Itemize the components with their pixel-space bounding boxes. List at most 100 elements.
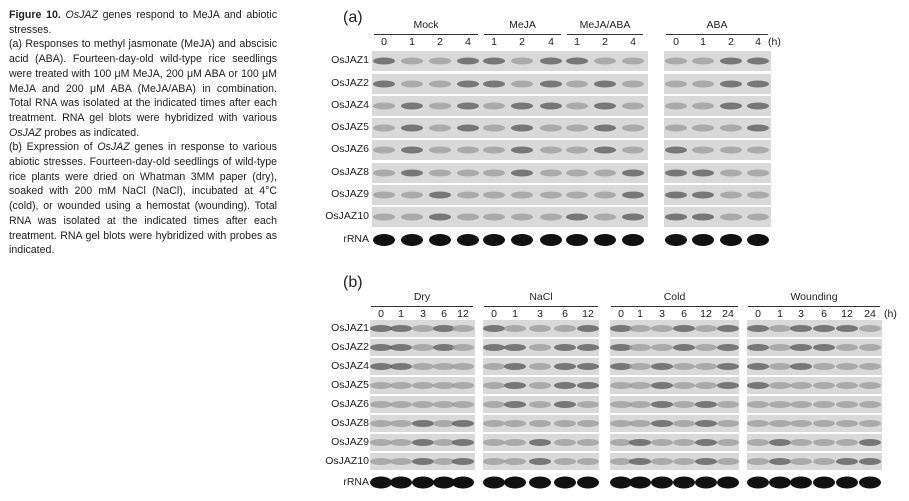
blot-background	[664, 74, 771, 94]
blot-strip	[372, 74, 648, 94]
blot-band	[412, 401, 434, 408]
blot-band	[695, 401, 717, 408]
row-label-osjaz8: OsJAZ8	[331, 416, 369, 429]
blot-band	[673, 476, 695, 489]
blot-band	[483, 124, 505, 132]
blot-band	[373, 57, 395, 65]
blot-band	[457, 191, 479, 199]
time-point-label: 12	[582, 308, 594, 320]
row-label-osjaz5: OsJAZ5	[331, 121, 369, 133]
blot-band	[540, 234, 562, 246]
blot-band	[717, 344, 739, 351]
blot-band	[433, 344, 455, 351]
blot-band	[401, 213, 423, 221]
blot-band	[554, 420, 576, 427]
blot-strip	[747, 474, 882, 491]
row-label-osjaz4: OsJAZ4	[331, 359, 369, 372]
blot-band	[651, 476, 673, 489]
blot-band	[529, 420, 551, 427]
blot-band	[433, 382, 455, 389]
blot-band	[483, 169, 505, 177]
blot-band	[651, 420, 673, 427]
blot-strip	[372, 51, 648, 71]
row-label-osjaz6: OsJAZ6	[331, 143, 369, 155]
blot-band	[695, 363, 717, 370]
blot-strip	[664, 207, 771, 227]
blot-band	[370, 401, 392, 408]
blot-band	[504, 344, 526, 351]
blot-band	[836, 420, 858, 427]
blot-band	[373, 80, 395, 88]
group-header-cold: Cold	[663, 291, 686, 303]
blot-band	[483, 401, 505, 408]
blot-band	[695, 325, 717, 332]
blot-band	[504, 363, 526, 370]
blot-band	[390, 476, 412, 489]
time-point-label: 3	[798, 308, 804, 320]
blot-strip	[370, 434, 475, 451]
blot-band	[566, 213, 588, 221]
blot-band	[859, 344, 881, 351]
blot-strip	[747, 358, 882, 375]
group-header-mejaaba: MeJA/ABA	[579, 19, 631, 31]
time-point-label: 0	[378, 308, 384, 320]
row-label-osjaz4: OsJAZ4	[331, 99, 369, 111]
blot-band	[651, 439, 673, 446]
blot-band	[401, 169, 423, 177]
blot-band	[695, 344, 717, 351]
panel-a-letter: (a)	[343, 9, 363, 26]
blot-band	[554, 476, 576, 489]
blot-band	[673, 420, 695, 427]
blot-band	[401, 146, 423, 154]
blot-band	[629, 325, 651, 332]
blot-band	[790, 401, 812, 408]
blot-strip	[372, 96, 648, 116]
blot-strip	[610, 339, 739, 356]
blot-band	[747, 191, 769, 199]
blot-band	[540, 80, 562, 88]
blot-band	[859, 363, 881, 370]
time-point-label: 3	[537, 308, 543, 320]
blot-strip	[483, 434, 599, 451]
blot-band	[429, 124, 451, 132]
blot-band	[859, 325, 881, 332]
blot-band	[629, 382, 651, 389]
blot-band	[483, 476, 505, 489]
blot-band	[747, 124, 769, 132]
blot-strip	[372, 230, 648, 250]
blot-band	[769, 401, 791, 408]
blot-background	[664, 230, 771, 250]
blot-band	[529, 401, 551, 408]
blot-band	[390, 363, 412, 370]
blot-band	[483, 344, 505, 351]
blot-strip	[372, 163, 648, 183]
blot-band	[412, 458, 434, 465]
blot-band	[769, 363, 791, 370]
blot-band	[429, 146, 451, 154]
blot-band	[483, 234, 505, 246]
blot-band	[412, 439, 434, 446]
blot-band	[622, 234, 644, 246]
blot-band	[370, 325, 392, 332]
caption-part-a-italic: OsJAZ	[9, 126, 42, 139]
group-header-mock: Mock	[413, 19, 439, 31]
group-header-aba: ABA	[706, 19, 728, 31]
blot-strip	[664, 185, 771, 205]
blot-strip	[747, 415, 882, 432]
blot-band	[651, 382, 673, 389]
blot-band	[836, 476, 858, 489]
blot-band	[511, 169, 533, 177]
time-point-label: 0	[491, 308, 497, 320]
blot-band	[433, 363, 455, 370]
blot-band	[673, 325, 695, 332]
blot-band	[433, 439, 455, 446]
blot-band	[769, 325, 791, 332]
blot-band	[651, 401, 673, 408]
blot-strip	[747, 434, 882, 451]
row-label-osjaz5: OsJAZ5	[331, 378, 369, 391]
blot-band	[836, 363, 858, 370]
blot-background	[664, 140, 771, 160]
blot-band	[747, 325, 769, 332]
blot-band	[433, 401, 455, 408]
blot-band	[370, 439, 392, 446]
